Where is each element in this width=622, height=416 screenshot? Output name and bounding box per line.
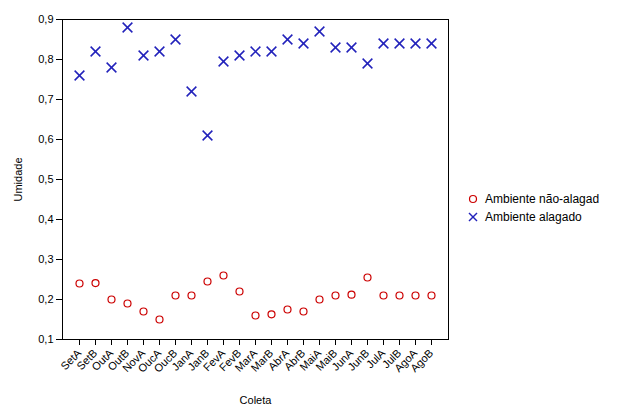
svg-text:Coleta: Coleta xyxy=(240,394,273,406)
svg-text:FevA: FevA xyxy=(200,346,228,374)
svg-text:0,6: 0,6 xyxy=(38,133,53,145)
svg-text:0,1: 0,1 xyxy=(38,333,53,345)
svg-text:0,9: 0,9 xyxy=(38,13,53,25)
svg-text:0,8: 0,8 xyxy=(38,53,53,65)
svg-text:JulA: JulA xyxy=(363,346,388,371)
svg-text:OutB: OutB xyxy=(105,346,132,373)
svg-text:SetB: SetB xyxy=(74,346,100,373)
svg-text:JanB: JanB xyxy=(185,346,212,373)
svg-text:AgoA: AgoA xyxy=(391,346,420,375)
svg-text:0,4: 0,4 xyxy=(38,213,53,225)
svg-text:Umidade: Umidade xyxy=(12,157,24,201)
svg-text:OucA: OucA xyxy=(135,346,164,375)
svg-text:OutA: OutA xyxy=(89,346,116,373)
svg-text:MaiA: MaiA xyxy=(297,346,324,373)
svg-text:AgoB: AgoB xyxy=(408,347,436,375)
svg-text:JunB: JunB xyxy=(345,346,372,373)
svg-text:0,3: 0,3 xyxy=(38,253,53,265)
svg-text:JunA: JunA xyxy=(329,346,356,373)
svg-text:0,2: 0,2 xyxy=(38,293,53,305)
svg-text:MarB: MarB xyxy=(248,346,276,374)
html-text:Ambiente não-alagad: Ambiente não-alagad xyxy=(485,192,600,206)
svg-text:JulB: JulB xyxy=(379,346,404,371)
svg-text:AbrB: AbrB xyxy=(281,346,308,373)
svg-text:0,5: 0,5 xyxy=(38,173,53,185)
svg-text:OucB: OucB xyxy=(151,346,180,375)
svg-text:0,7: 0,7 xyxy=(38,93,53,105)
svg-text:NovA: NovA xyxy=(119,346,148,375)
svg-text:MaiB: MaiB xyxy=(313,346,340,373)
svg-text:AbrA: AbrA xyxy=(265,346,292,373)
svg-text:FevB: FevB xyxy=(216,346,244,374)
svg-text:JanA: JanA xyxy=(169,346,196,373)
svg-text:SetA: SetA xyxy=(58,346,84,373)
html-text:Ambiente alagado: Ambiente alagado xyxy=(485,210,582,224)
svg-text:MarA: MarA xyxy=(232,346,260,374)
